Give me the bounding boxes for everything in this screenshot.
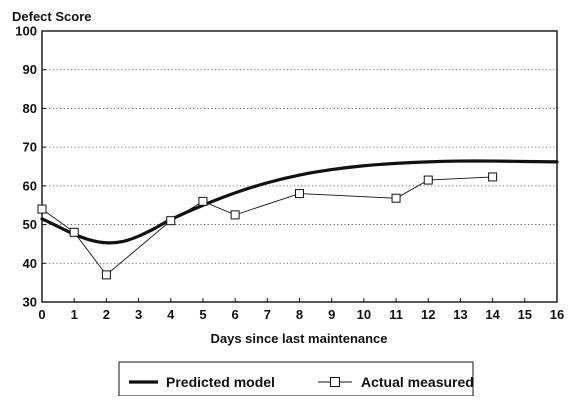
- series-actual-measured-markers: [37, 172, 498, 280]
- y-tick-label: 60: [23, 178, 37, 193]
- x-tick-label: 14: [485, 307, 500, 322]
- actual-measured-point: [423, 175, 433, 185]
- actual-measured-point: [391, 193, 401, 203]
- x-tick-label: 8: [296, 307, 303, 322]
- x-tick-label: 13: [453, 307, 467, 322]
- actual-measured-point: [101, 270, 111, 280]
- x-tick-label: 7: [264, 307, 271, 322]
- actual-measured-point: [166, 216, 176, 226]
- actual-measured-point: [37, 204, 47, 214]
- actual-measured-point: [69, 227, 79, 237]
- x-tick-label: 4: [167, 307, 175, 322]
- series-actual-measured-line: [41, 176, 493, 276]
- x-tick-label: 3: [135, 307, 142, 322]
- x-tick-label: 11: [389, 307, 403, 322]
- legend-box: [118, 361, 474, 397]
- x-tick-label: 2: [103, 307, 110, 322]
- x-tick-label: 0: [38, 307, 45, 322]
- x-tick-label: 16: [550, 307, 564, 322]
- y-tick-label: 90: [23, 62, 37, 77]
- y-axis-title: Defect Score: [12, 9, 91, 24]
- plot-area-frame: [41, 30, 558, 303]
- legend: Predicted model Actual measured: [118, 361, 474, 397]
- x-tick-label: 10: [357, 307, 371, 322]
- x-tick-label: 1: [71, 307, 78, 322]
- gridlines: [41, 30, 558, 303]
- actual-measured-point: [230, 210, 240, 220]
- x-axis-title: Days since last maintenance: [210, 331, 387, 346]
- x-tick-label: 12: [421, 307, 435, 322]
- legend-actual-label: Actual measured: [361, 374, 474, 390]
- legend-actual-swatch-marker: [330, 377, 340, 387]
- x-tick-labels: 0 1 2 3 4 5 6 7 8 9 10 11 12 13 14 15 16: [38, 307, 564, 322]
- x-tick-label: 5: [199, 307, 206, 322]
- y-tick-label: 100: [15, 24, 37, 39]
- y-tick-label: 80: [23, 101, 37, 116]
- y-tick-label: 70: [23, 140, 37, 155]
- actual-measured-point: [488, 172, 498, 182]
- y-tick-labels: 30 40 50 60 70 80 90 100: [15, 24, 37, 310]
- actual-measured-point: [198, 196, 208, 206]
- actual-measured-point: [295, 189, 304, 199]
- x-tick-label: 6: [232, 307, 239, 322]
- y-tick-label: 40: [23, 256, 37, 271]
- y-tick-label: 50: [23, 217, 37, 232]
- series-predicted-model-line: [40, 159, 559, 245]
- legend-predicted-label: Predicted model: [166, 374, 275, 390]
- x-tick-label: 9: [328, 307, 335, 322]
- y-tick-label: 30: [23, 295, 37, 310]
- x-tick-label: 15: [518, 307, 532, 322]
